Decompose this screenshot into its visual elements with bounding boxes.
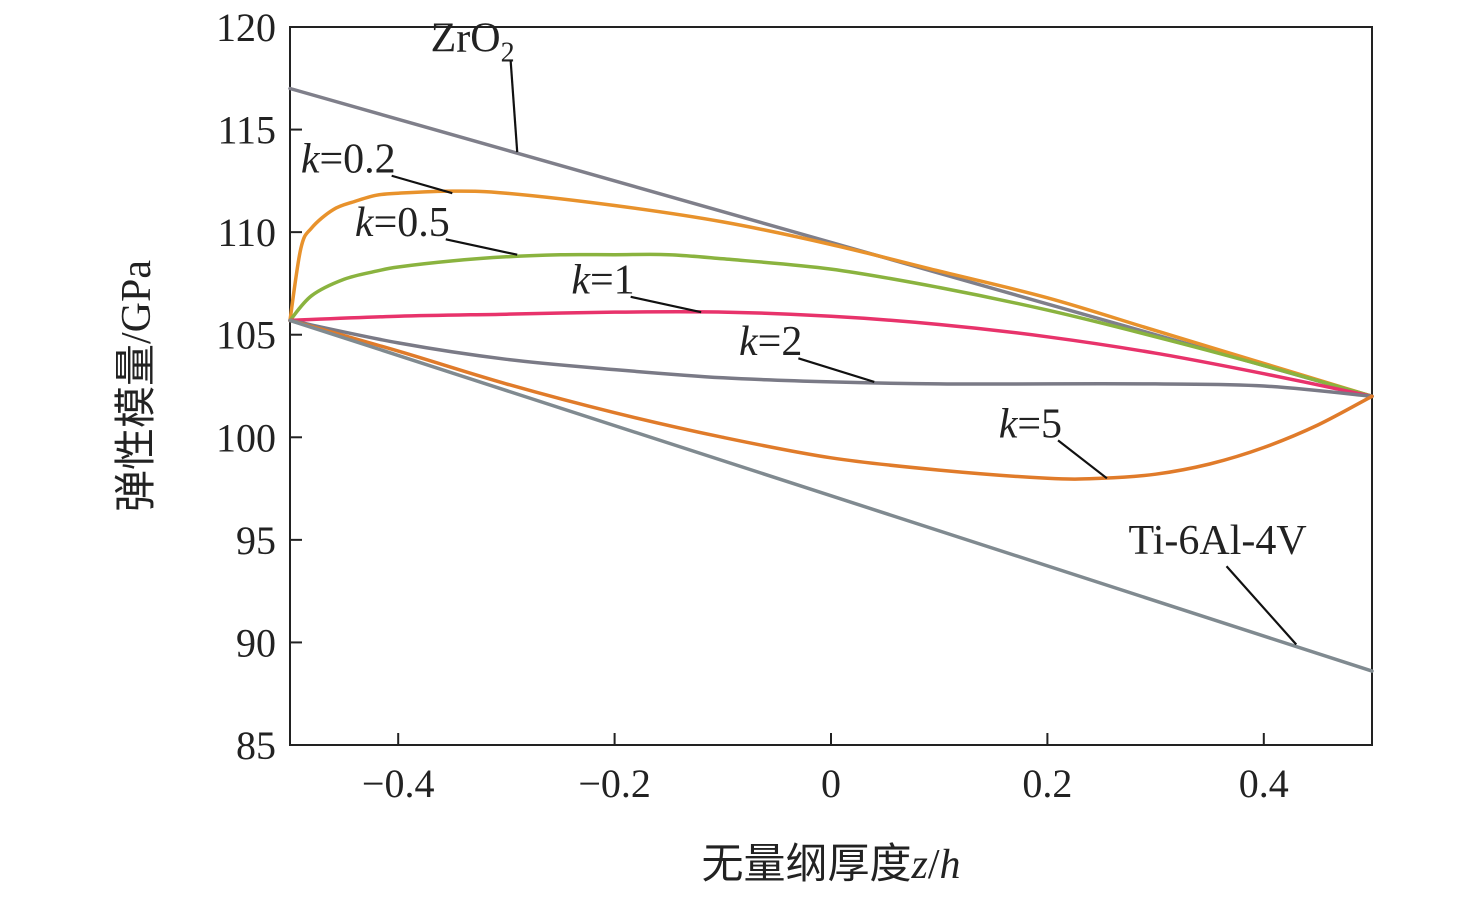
series-label: Ti-6Al-4V [1129, 518, 1307, 564]
x-axis-title-text: 无量纲厚度 [701, 842, 911, 888]
x-tick-label: 0.4 [1239, 761, 1289, 806]
series-label-var: k [999, 401, 1019, 447]
series-line [288, 318, 1374, 399]
tick-layer: 85 90 95 100 105 110 115 120 −0.4 −0.2 0 0.2 0.4 [216, 5, 1289, 806]
y-tick-label: 100 [216, 415, 276, 460]
series-line [288, 318, 1374, 481]
series-label-main: ZrO [431, 16, 501, 62]
series-label-var: k [355, 200, 375, 246]
series-label-var: k [571, 258, 591, 304]
x-axis-title-var-h: h [940, 842, 961, 888]
x-axis-title: 无量纲厚度z/h [701, 842, 960, 888]
x-tick-label: 0 [821, 761, 841, 806]
series-label: k=5 [999, 401, 1062, 447]
series-label-value: =0.5 [374, 200, 450, 246]
series-label-value: =5 [1017, 401, 1062, 447]
series-label: ZrO2 [431, 16, 515, 69]
x-tick-label: −0.4 [362, 761, 435, 806]
y-axis-title: 弹性模量/GPa [114, 260, 160, 512]
y-tick-label: 110 [217, 210, 276, 255]
y-tick-label: 105 [216, 313, 276, 358]
series-label-pointer [798, 357, 875, 383]
series-label-pointer [630, 295, 702, 314]
series-label: k=0.2 [301, 137, 396, 183]
series-label-pointer [1225, 565, 1298, 646]
y-tick-label: 115 [217, 108, 276, 153]
x-tick-label: 0.2 [1022, 761, 1072, 806]
series-label-value: =0.2 [319, 137, 395, 183]
y-tick-label: 90 [236, 620, 276, 665]
x-axis-title-var-z: z [910, 842, 927, 888]
series-label: k=0.5 [355, 200, 450, 246]
series-label-pointer [391, 174, 453, 195]
x-axis-title-sep: / [928, 842, 940, 888]
series-label-var: k [739, 319, 759, 365]
series-label: k=1 [571, 258, 634, 304]
y-tick-label: 120 [216, 5, 276, 50]
series-label-main: Ti-6Al-4V [1129, 518, 1307, 564]
series-line [288, 189, 1374, 399]
series-line [288, 252, 1374, 399]
series-label-value: =2 [758, 319, 803, 365]
series-label-pointer [1057, 439, 1108, 480]
series-label-pointer [445, 238, 518, 256]
series-label: k=2 [739, 319, 802, 365]
series-layer [288, 86, 1374, 673]
series-line [288, 318, 1374, 673]
series-label-var: k [301, 137, 321, 183]
series-label-sub: 2 [501, 38, 515, 69]
series-label-pointer [509, 60, 519, 153]
series-label-value: =1 [590, 258, 635, 304]
x-tick-label: −0.2 [578, 761, 651, 806]
y-tick-label: 95 [236, 518, 276, 563]
y-tick-label: 85 [236, 723, 276, 768]
series-line [288, 310, 1374, 399]
